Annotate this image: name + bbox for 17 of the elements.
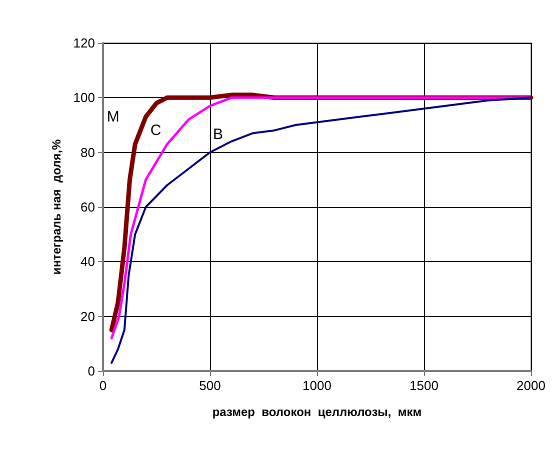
y-axis-title: интеграль ная доля,% [49, 138, 64, 275]
x-tick-label: 2000 [516, 378, 546, 393]
series-label: B [212, 126, 224, 143]
series-label: M [106, 108, 120, 126]
x-tick-label: 0 [99, 378, 107, 393]
y-tick-label: 100 [73, 90, 95, 106]
y-tick-label: 40 [80, 254, 95, 270]
x-tick-label: 500 [199, 378, 221, 393]
y-tick-label: 120 [73, 36, 95, 50]
series-label: C [150, 122, 162, 140]
y-tick-label: 20 [80, 308, 95, 324]
x-tick-label: 1000 [302, 378, 332, 393]
y-tick-label: 0 [88, 364, 95, 378]
y-tick-label: 60 [80, 200, 95, 214]
x-tick-label: 1500 [410, 378, 438, 393]
x-axis-title: размер волокон целлюлозы, мкм [212, 405, 422, 419]
y-tick-label: 80 [80, 144, 95, 160]
